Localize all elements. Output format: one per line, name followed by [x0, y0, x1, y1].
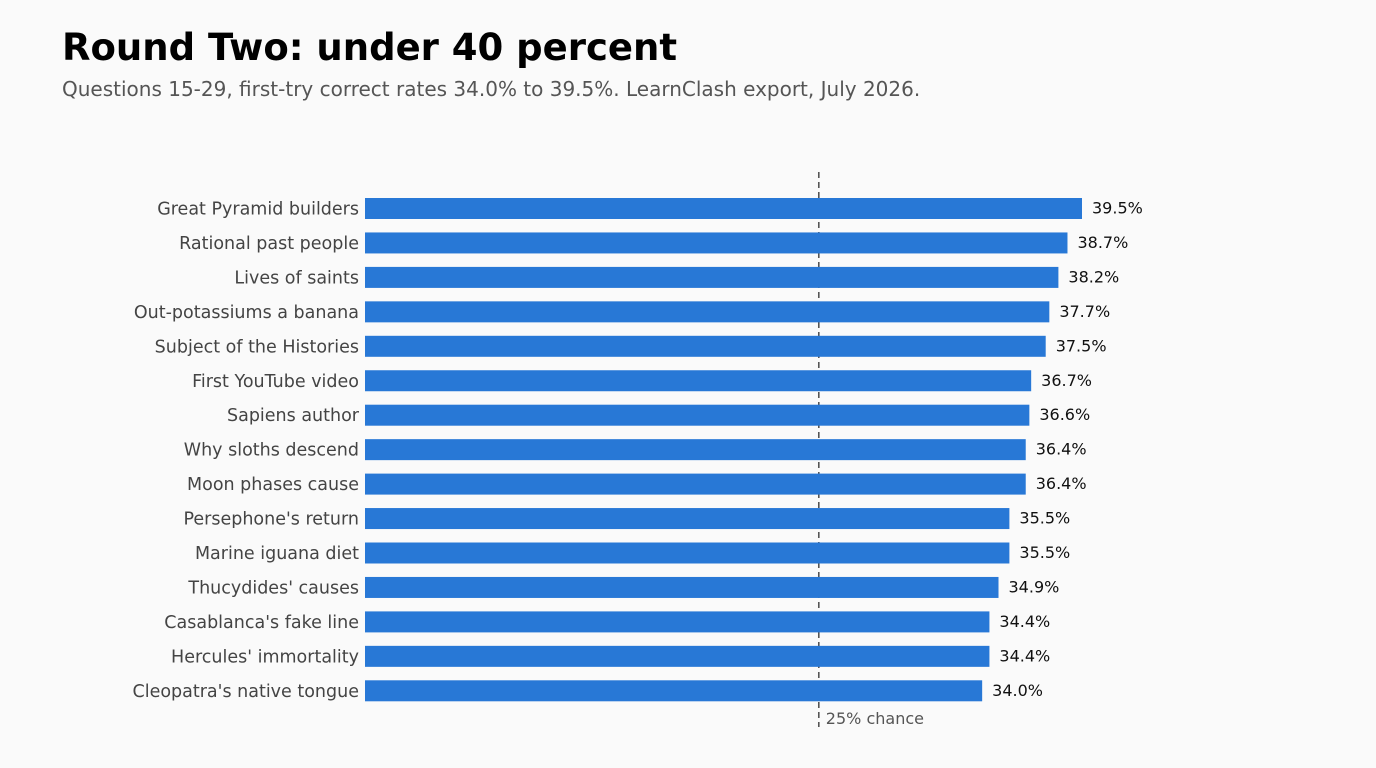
category-label: Moon phases cause	[187, 475, 359, 495]
category-label: Sapiens author	[227, 406, 360, 426]
bar	[365, 404, 1030, 426]
bar	[365, 266, 1059, 288]
value-label: 36.6%	[1039, 405, 1090, 424]
category-label: Thucydides' causes	[187, 578, 359, 598]
value-label: 35.5%	[1019, 543, 1070, 562]
bar	[365, 198, 1082, 219]
value-label: 34.4%	[999, 612, 1050, 631]
category-label: Marine iguana diet	[195, 544, 359, 564]
value-label: 34.9%	[1009, 577, 1060, 596]
category-label: Hercules' immortality	[171, 647, 359, 667]
bar	[365, 611, 990, 633]
category-label: Why sloths descend	[184, 441, 359, 461]
category-label: Persephone's return	[183, 510, 359, 530]
bar	[365, 335, 1046, 357]
bar	[365, 473, 1026, 495]
value-label: 37.5%	[1056, 336, 1107, 355]
chart-title: Round Two: under 40 percent	[62, 26, 678, 69]
bar	[365, 370, 1032, 392]
value-label: 38.7%	[1077, 233, 1128, 252]
value-label: 36.4%	[1036, 474, 1087, 493]
bar	[365, 232, 1068, 254]
category-label: Casablanca's fake line	[164, 613, 359, 633]
value-label: 36.4%	[1036, 440, 1087, 459]
category-label: First YouTube video	[192, 372, 359, 392]
category-label: Lives of saints	[234, 268, 359, 288]
value-label: 39.5%	[1092, 199, 1143, 218]
value-label: 34.4%	[999, 646, 1050, 665]
bar	[365, 576, 999, 598]
bar	[365, 680, 983, 702]
value-label: 37.7%	[1059, 302, 1110, 321]
value-label: 38.2%	[1068, 267, 1119, 286]
bar	[365, 645, 990, 667]
bar	[365, 508, 1010, 530]
category-label: Cleopatra's native tongue	[132, 682, 359, 702]
category-label: Rational past people	[179, 234, 359, 254]
bar	[365, 301, 1050, 323]
chart-subtitle: Questions 15-29, first-try correct rates…	[62, 77, 921, 101]
category-label: Great Pyramid builders	[157, 200, 359, 220]
value-label: 34.0%	[992, 681, 1043, 700]
value-label: 35.5%	[1019, 509, 1070, 528]
category-label: Out-potassiums a banana	[134, 303, 359, 323]
bar	[365, 542, 1010, 564]
reference-line-label: 25% chance	[826, 709, 924, 728]
value-label: 36.7%	[1041, 371, 1092, 390]
bar	[365, 439, 1026, 461]
category-label: Subject of the Histories	[155, 337, 359, 357]
